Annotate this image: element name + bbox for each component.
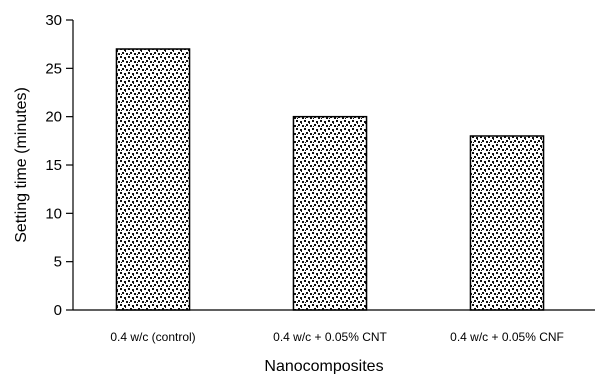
x-axis-title: Nanocomposites	[264, 358, 383, 374]
y-tick-label: 15	[45, 157, 62, 174]
y-tick-label: 20	[45, 109, 62, 126]
bar-1	[115, 48, 191, 311]
y-tick-label: 25	[45, 60, 62, 77]
bar-3	[469, 135, 545, 311]
x-tick-label: 0.4 w/c (control)	[110, 330, 195, 344]
x-tick-label: 0.4 w/c + 0.05% CNT	[273, 330, 387, 344]
y-axis-title: Setting time (minutes)	[13, 87, 30, 243]
labels-group: 0 5 10 15 20 25 30 0.4 w/c (control) 0.4 w/c + 0…	[13, 12, 564, 374]
y-tick-label: 30	[45, 12, 62, 29]
x-tick-label: 0.4 w/c + 0.05% CNF	[450, 330, 564, 344]
bar-2	[292, 115, 368, 311]
y-tick-label: 0	[54, 302, 62, 319]
y-tick-label: 5	[54, 254, 62, 271]
y-tick-label: 10	[45, 205, 62, 222]
axes-group	[66, 19, 595, 311]
bars-group	[115, 48, 545, 311]
